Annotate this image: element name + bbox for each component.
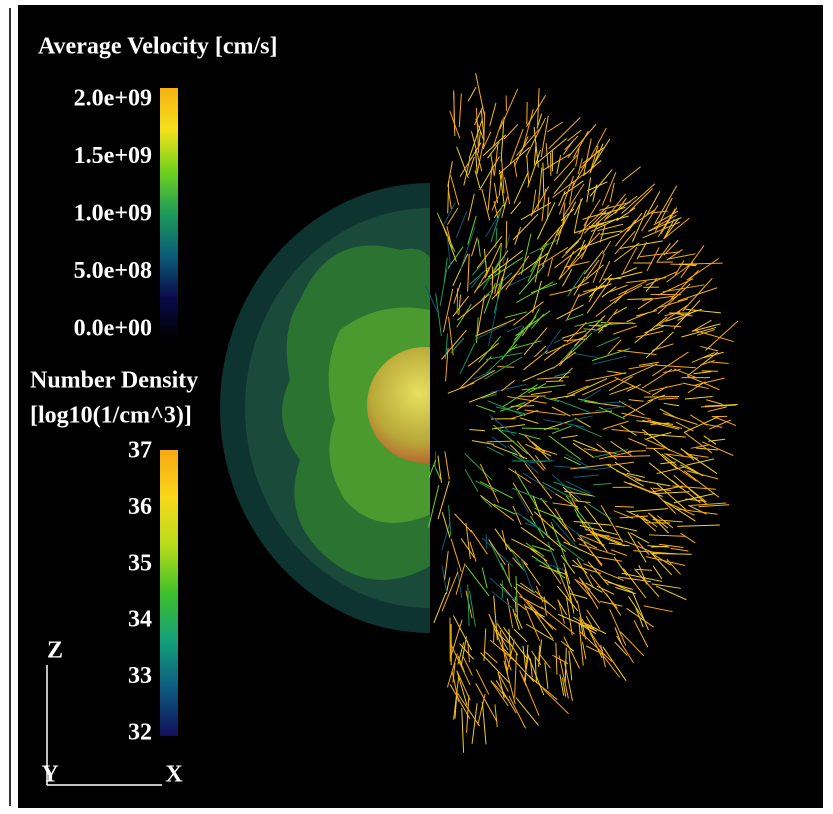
velocity-arrow [644,397,679,398]
tick-label: 32 [128,720,152,746]
velocity-arrow [506,221,507,248]
tick-label: 5.0e+08 [74,258,152,284]
y-label: Y [41,762,58,788]
tick-label: 2.0e+09 [74,86,152,112]
legend-title: Number Density [30,368,198,394]
tick-label: 1.0e+09 [74,201,152,227]
velocity-arrow [652,554,691,555]
velocity-arrow [628,451,646,452]
screenshot: Average Velocity [cm/s] 2.0e+09 1.5e+09 1.0… [0,0,833,814]
legend-title: Average Velocity [cm/s] [38,34,277,60]
tick-label: 34 [128,607,152,633]
x-label: X [165,762,183,788]
tick-label: 35 [128,550,152,576]
tick-label: 0.0e+00 [74,316,152,342]
z-label: Z [47,638,63,664]
colorbar [160,88,178,340]
velocity-arrow [646,448,665,449]
tick-label: 36 [128,494,152,520]
tick-label: 33 [128,663,152,689]
tick-label: 37 [128,438,152,464]
velocity-arrow [494,627,495,642]
tick-label: 1.5e+09 [74,143,152,169]
legend-subtitle: [log10(1/cm^3)] [30,403,192,429]
colorbar [160,450,178,736]
